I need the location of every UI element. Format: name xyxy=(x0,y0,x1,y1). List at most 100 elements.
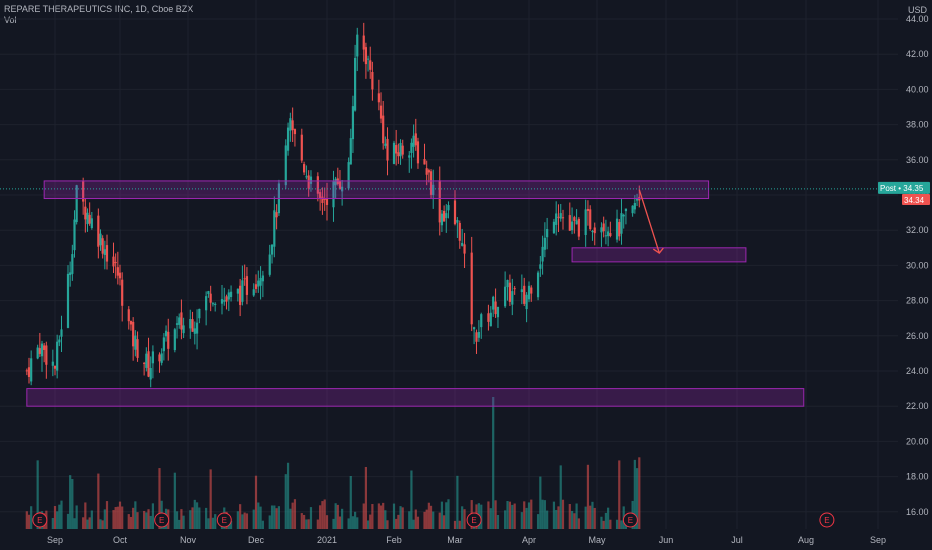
candle-body xyxy=(470,252,473,325)
price-tick-label: 40.00 xyxy=(906,84,929,94)
volume-bar xyxy=(463,509,466,529)
volume-bar xyxy=(456,475,459,529)
candle-body xyxy=(539,264,542,269)
volume-bar xyxy=(158,468,161,529)
zone-rect xyxy=(26,388,805,407)
volume-bar xyxy=(275,508,278,529)
volume-bar xyxy=(504,510,507,529)
candle-body xyxy=(25,370,28,372)
candle-body xyxy=(622,214,625,217)
candle-body xyxy=(323,199,326,201)
volume-bar xyxy=(90,510,93,529)
candle-body xyxy=(589,209,592,230)
volume-bar xyxy=(577,518,580,529)
chart-legend: REPARE THERAPEUTICS INC, 1D, Cboe BZX Vo… xyxy=(4,4,193,26)
candle-body xyxy=(195,322,199,334)
volume-bar xyxy=(112,510,115,529)
candle-body xyxy=(369,60,372,70)
candle-body xyxy=(527,285,531,300)
volume-bar xyxy=(116,506,119,529)
volume-bar xyxy=(552,501,556,529)
volume-bar xyxy=(362,503,365,529)
candle-body xyxy=(543,237,546,250)
candle-body xyxy=(309,176,313,184)
volume-bar xyxy=(416,516,420,529)
candle-body xyxy=(443,210,446,222)
candle-body xyxy=(347,162,350,189)
volume-bar xyxy=(86,519,89,529)
candle-body xyxy=(607,231,610,237)
volume-bar xyxy=(371,504,374,529)
volume-bar xyxy=(620,520,623,529)
zone-rect xyxy=(43,180,710,200)
candle-body xyxy=(30,358,33,382)
price-tick-label: 42.00 xyxy=(906,49,929,59)
volume-bar xyxy=(207,518,210,529)
volume-bar xyxy=(27,514,31,529)
candle-body xyxy=(291,120,294,131)
candle-body xyxy=(105,245,109,262)
candle-body xyxy=(633,202,636,210)
candle-body xyxy=(40,343,44,357)
volume-bar xyxy=(149,515,152,529)
time-axis: Sep Oct Nov Dec 2021 Feb Mar Apr May Jun Jul Aug Sep xyxy=(47,535,886,545)
volume-bar xyxy=(334,503,337,529)
volume-bar xyxy=(286,462,290,529)
candle-body xyxy=(227,292,230,300)
volume-bar xyxy=(604,512,608,529)
volume-bar xyxy=(586,464,590,529)
candle-body xyxy=(36,347,39,359)
post-price-tag xyxy=(878,181,930,194)
candle-body xyxy=(223,300,226,302)
volume-bar xyxy=(300,513,303,529)
candle-body xyxy=(214,303,217,305)
candle-body xyxy=(620,213,623,234)
projection-arrow-line xyxy=(638,189,660,254)
last-price-tag-label: 34.34 xyxy=(904,196,925,205)
volume-bar xyxy=(364,466,368,529)
volume-bar xyxy=(173,472,176,529)
candle-body xyxy=(69,272,72,276)
volume-bar xyxy=(180,509,183,529)
volume-bar xyxy=(555,510,558,529)
volume-bar xyxy=(293,499,297,529)
volume-bar xyxy=(97,473,100,529)
volume-bar xyxy=(525,507,528,529)
volume-bar xyxy=(53,506,57,529)
candle-body xyxy=(395,145,398,154)
volume-bar xyxy=(84,502,87,529)
volume-bar xyxy=(151,503,155,529)
candle-body xyxy=(225,296,228,302)
candle-body xyxy=(504,286,507,307)
volume-bar xyxy=(147,509,150,529)
candle-body xyxy=(429,171,433,195)
candle-body xyxy=(593,227,596,234)
volume-bar xyxy=(461,506,464,529)
last-price-tag xyxy=(902,194,930,206)
volume-bar xyxy=(121,506,124,529)
candle-body xyxy=(615,218,619,240)
candle-body xyxy=(541,246,544,262)
volume-bar xyxy=(241,514,244,529)
earnings-marker xyxy=(622,512,638,528)
candle-body xyxy=(132,321,135,347)
volume-bar xyxy=(530,499,533,529)
volume-bar xyxy=(332,518,335,529)
earnings-marker xyxy=(154,512,170,528)
candle-body xyxy=(167,331,170,349)
time-tick-label: May xyxy=(588,535,606,545)
volume-bar xyxy=(557,506,560,529)
projection-arrow-head xyxy=(652,247,664,254)
volume-bar xyxy=(379,505,383,529)
volume-bar xyxy=(75,505,78,529)
volume-bar xyxy=(323,499,326,529)
volume-bar xyxy=(336,504,339,529)
volume-bar xyxy=(56,511,59,529)
candle-body xyxy=(27,367,31,377)
candle-body xyxy=(472,327,476,330)
candle-body xyxy=(198,308,201,319)
candle-body xyxy=(586,208,590,211)
candle-body xyxy=(349,138,352,165)
volume-bar xyxy=(289,508,292,529)
